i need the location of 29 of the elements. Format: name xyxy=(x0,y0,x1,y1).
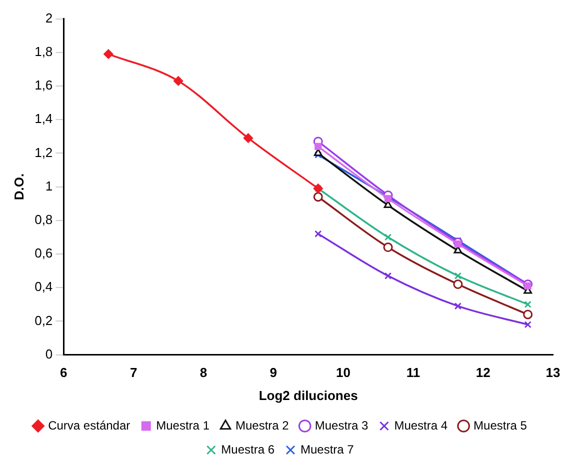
x-tick-label: 8 xyxy=(200,365,208,380)
y-tick-label: 0,4 xyxy=(34,279,53,294)
y-axis-title: D.O. xyxy=(11,173,26,200)
y-tick-label: 0,8 xyxy=(34,212,53,227)
y-tick-label: 1 xyxy=(45,178,53,194)
y-tick-label: 1,2 xyxy=(34,144,53,160)
legend-label: Curva estándar xyxy=(48,418,130,432)
x-tick-label: 7 xyxy=(130,365,138,380)
legend-label: Muestra 1 xyxy=(156,418,210,432)
legend-label: Muestra 3 xyxy=(314,418,369,432)
y-tick-label: 1,8 xyxy=(34,44,53,59)
x-tick-label: 12 xyxy=(476,365,490,380)
x-tick-label: 9 xyxy=(270,365,277,380)
legend-label: Muestra 7 xyxy=(300,442,354,456)
y-tick-label: 2 xyxy=(45,10,53,26)
x-axis-title: Log2 diluciones xyxy=(258,388,358,403)
legend-label: Muestra 6 xyxy=(221,442,275,456)
x-tick-label: 6 xyxy=(60,365,68,380)
y-tick-label: 1,6 xyxy=(34,78,53,93)
y-tick-label: 0,2 xyxy=(34,312,53,328)
x-tick-label: 11 xyxy=(406,365,420,380)
y-tick-label: 1,4 xyxy=(34,111,53,126)
legend-label: Muestra 2 xyxy=(235,418,290,432)
x-tick-label: 13 xyxy=(546,365,560,380)
y-tick-label: 0 xyxy=(45,346,53,362)
x-tick-label: 10 xyxy=(336,365,351,380)
legend-label: Muestra 5 xyxy=(474,418,528,432)
legend-label: Muestra 4 xyxy=(394,418,448,432)
y-tick-label: 0,6 xyxy=(34,246,53,261)
